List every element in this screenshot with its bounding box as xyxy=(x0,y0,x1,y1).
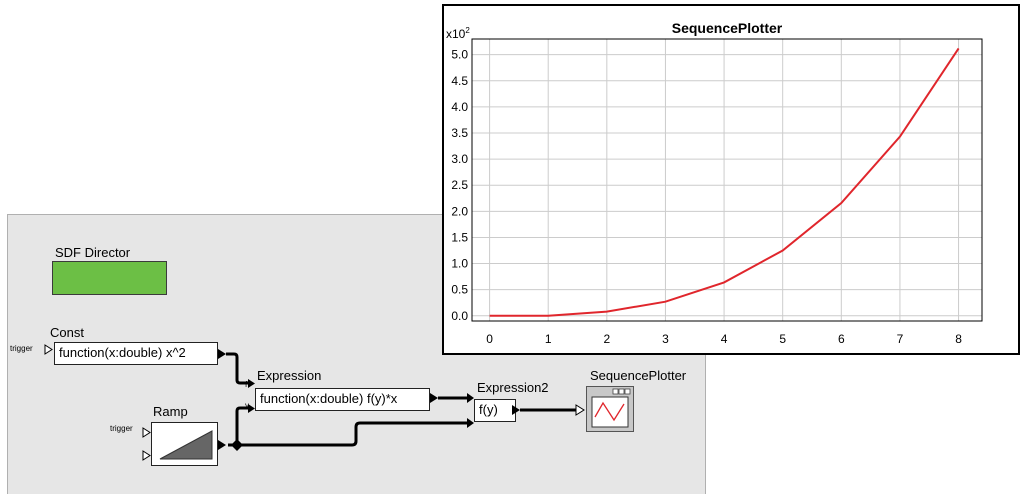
y-exponent-power: 2 xyxy=(465,26,470,35)
y-tick-label: 2.5 xyxy=(451,178,468,192)
ramp-trigger-label: trigger xyxy=(110,424,133,433)
y-tick-label: 2.0 xyxy=(451,204,468,218)
ramp-actor[interactable] xyxy=(151,422,218,466)
expression-output-port xyxy=(430,393,438,403)
const-trigger-label: trigger xyxy=(10,344,33,353)
plotter-input-port xyxy=(575,404,585,416)
expression2-output-port xyxy=(512,405,520,415)
y-tick-label: 3.0 xyxy=(451,152,468,166)
ramp-icon xyxy=(159,430,213,460)
y-tick-label: 0.0 xyxy=(451,309,468,323)
wire-ramp-to-expression2 xyxy=(237,421,469,447)
x-tick-label: 1 xyxy=(545,332,552,346)
y-tick-label: 5.0 xyxy=(451,48,468,62)
x-tick-label: 2 xyxy=(603,332,610,346)
expression-actor[interactable]: function(x:double) f(y)*x xyxy=(255,388,430,411)
wire-const-to-expression xyxy=(226,352,250,385)
wire-ramp-to-expression xyxy=(228,406,250,447)
plot-frame xyxy=(471,38,983,322)
y-tick-label: 1.5 xyxy=(451,230,468,244)
x-tick-label: 5 xyxy=(779,332,786,346)
ramp-output-port xyxy=(218,440,226,450)
expression2-actor[interactable]: f(y) xyxy=(474,399,516,422)
expression-port-y: y xyxy=(245,401,249,410)
x-tick-label: 6 xyxy=(838,332,845,346)
series-line xyxy=(489,47,960,317)
plotter-title: SequencePlotter xyxy=(590,368,687,383)
tick-labels: 0 1 2 3 4 5 6 7 8 0.0 0.5 1.0 1.5 2.0 2.5 3.0 3.5 4.0 4.5 5… xyxy=(451,48,962,346)
grid-lines xyxy=(472,39,982,321)
y-tick-label: 3.5 xyxy=(451,126,468,140)
expression-f-port xyxy=(248,379,255,388)
sequence-plotter-icon xyxy=(586,386,634,432)
expression2-title: Expression2 xyxy=(477,380,549,395)
sequence-plot: SequencePlotter x102 0 1 2 3 4 5 6 7 8 0.0 0.5 1.0 1… xyxy=(446,20,983,346)
x-tick-label: 3 xyxy=(662,332,669,346)
x-tick-label: 7 xyxy=(897,332,904,346)
expression-y-port xyxy=(248,404,255,413)
sequence-plotter-actor[interactable] xyxy=(586,386,634,432)
ramp-init-port xyxy=(142,450,151,461)
const-actor[interactable]: function(x:double) x^2 xyxy=(54,342,218,365)
y-tick-label: 4.5 xyxy=(451,74,468,88)
ramp-trigger-port xyxy=(142,427,151,438)
y-tick-label: 4.0 xyxy=(451,100,468,114)
x-tick-label: 0 xyxy=(486,332,493,346)
const-title: Const xyxy=(50,325,84,340)
expression-title: Expression xyxy=(257,368,322,383)
ramp-title: Ramp xyxy=(153,404,188,419)
expression2-input-port xyxy=(467,393,474,403)
const-trigger-port xyxy=(44,344,53,355)
sdf-director[interactable] xyxy=(52,261,167,295)
director-label: SDF Director xyxy=(55,245,131,260)
expression2-input-port-2 xyxy=(467,418,474,428)
plot-window[interactable]: SequencePlotter x102 0 1 2 3 4 5 6 7 8 0.0 0.5 1.0 1… xyxy=(442,4,1020,355)
x-tick-label: 4 xyxy=(721,332,728,346)
relation-diamond xyxy=(231,439,243,451)
y-tick-label: 1.0 xyxy=(451,257,468,271)
x-tick-label: 8 xyxy=(955,332,962,346)
plot-title: SequencePlotter xyxy=(672,20,783,36)
y-exponent-label: x102 xyxy=(446,26,470,41)
y-tick-label: 0.5 xyxy=(451,283,468,297)
const-output-port xyxy=(218,349,226,359)
